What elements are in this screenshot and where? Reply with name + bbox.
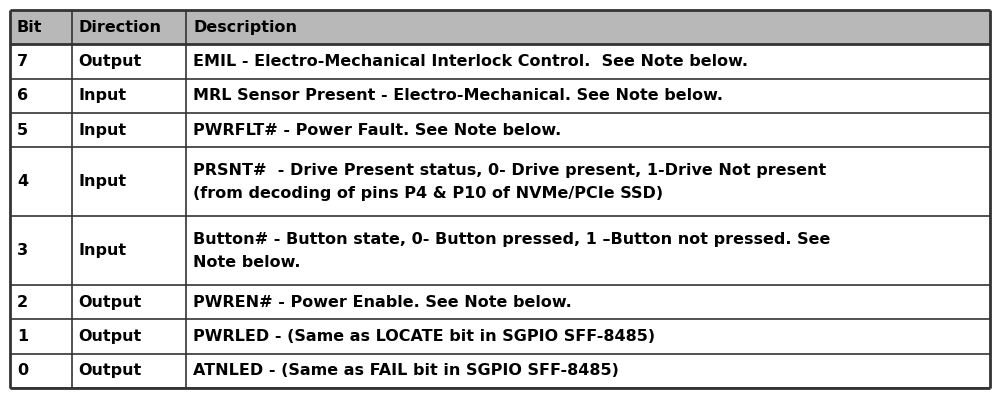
Text: Button# - Button state, 0- Button pressed, 1 –Button not pressed. See
Note below: Button# - Button state, 0- Button presse… <box>193 232 831 270</box>
Bar <box>10 354 990 388</box>
Text: PWRLED - (Same as LOCATE bit in SGPIO SFF-8485): PWRLED - (Same as LOCATE bit in SGPIO SF… <box>193 329 656 344</box>
Bar <box>10 10 990 44</box>
Bar <box>10 44 990 79</box>
Bar <box>10 147 990 216</box>
Text: Output: Output <box>79 363 142 378</box>
Text: PWRFLT# - Power Fault. See Note below.: PWRFLT# - Power Fault. See Note below. <box>193 123 562 138</box>
Text: Input: Input <box>79 88 127 103</box>
Text: Bit: Bit <box>17 20 42 35</box>
Text: Output: Output <box>79 329 142 344</box>
Text: 7: 7 <box>17 54 28 69</box>
Text: ATNLED - (Same as FAIL bit in SGPIO SFF-8485): ATNLED - (Same as FAIL bit in SGPIO SFF-… <box>193 363 619 378</box>
Text: PWREN# - Power Enable. See Note below.: PWREN# - Power Enable. See Note below. <box>193 295 572 310</box>
Text: 5: 5 <box>17 123 28 138</box>
Text: PRSNT#  - Drive Present status, 0- Drive present, 1-Drive Not present
(from deco: PRSNT# - Drive Present status, 0- Drive … <box>193 163 827 201</box>
Bar <box>10 79 990 113</box>
Text: MRL Sensor Present - Electro-Mechanical. See Note below.: MRL Sensor Present - Electro-Mechanical.… <box>193 88 723 103</box>
Bar <box>10 113 990 147</box>
Text: 0: 0 <box>17 363 28 378</box>
Text: 1: 1 <box>17 329 28 344</box>
Text: 4: 4 <box>17 174 28 189</box>
Text: Input: Input <box>79 243 127 258</box>
Bar <box>10 216 990 285</box>
Text: Output: Output <box>79 295 142 310</box>
Bar <box>10 285 990 319</box>
Text: Output: Output <box>79 54 142 69</box>
Text: 6: 6 <box>17 88 28 103</box>
Text: Description: Description <box>193 20 297 35</box>
Text: Direction: Direction <box>79 20 162 35</box>
Text: 3: 3 <box>17 243 28 258</box>
Text: 2: 2 <box>17 295 28 310</box>
Bar <box>10 319 990 354</box>
Text: EMIL - Electro-Mechanical Interlock Control.  See Note below.: EMIL - Electro-Mechanical Interlock Cont… <box>193 54 748 69</box>
Text: Input: Input <box>79 174 127 189</box>
Text: Input: Input <box>79 123 127 138</box>
